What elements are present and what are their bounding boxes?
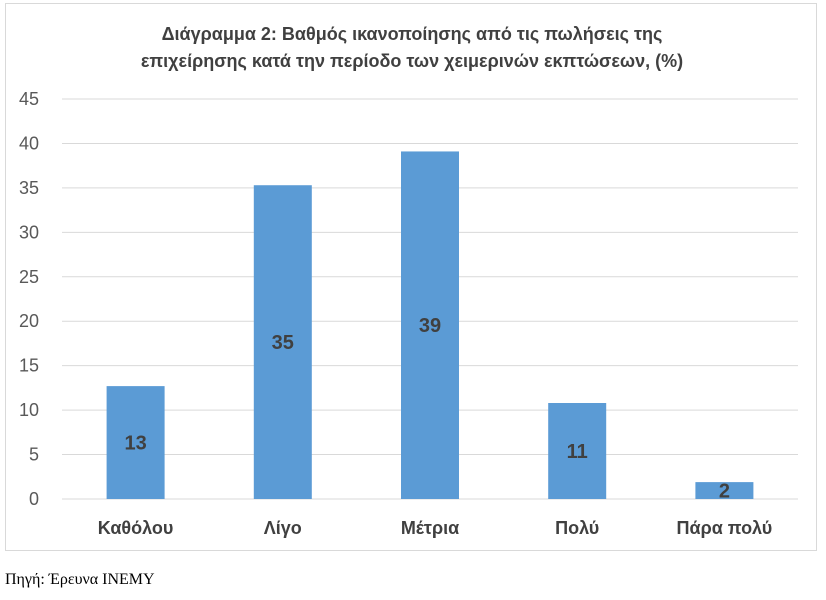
data-label: 2 xyxy=(719,481,730,503)
data-labels: 13 35 39 11 2 xyxy=(124,315,729,502)
y-tick-label: 20 xyxy=(19,311,39,331)
x-category-label: Μέτρια xyxy=(401,518,459,538)
bar-4 xyxy=(548,403,607,499)
chart-frame: Διάγραμμα 2: Βαθμός ικανοποίησης από τις… xyxy=(5,3,817,551)
y-tick-label: 45 xyxy=(19,89,39,109)
y-axis-ticks: 0 5 10 15 20 25 30 35 40 45 xyxy=(19,89,39,509)
y-tick-label: 30 xyxy=(19,222,39,242)
data-label: 13 xyxy=(124,433,146,455)
source-note: Πηγή: Έρευνα ΙΝΕΜΥ xyxy=(5,571,155,588)
y-tick-label: 25 xyxy=(19,267,39,287)
chart-title-line-1: Διάγραμμα 2: Βαθμός ικανοποίησης από τις… xyxy=(162,24,663,44)
y-tick-label: 35 xyxy=(19,178,39,198)
x-category-label: Καθόλου xyxy=(98,518,174,538)
bar-2 xyxy=(253,185,312,499)
chart-title: Διάγραμμα 2: Βαθμός ικανοποίησης από τις… xyxy=(141,24,683,71)
x-axis-categories: Καθόλου Λίγο Μέτρια Πολύ Πάρα πολύ xyxy=(98,518,773,538)
x-category-label: Πάρα πολύ xyxy=(677,518,773,538)
bar-3 xyxy=(401,151,459,499)
data-label: 11 xyxy=(567,441,588,463)
bar-5 xyxy=(695,482,754,499)
y-tick-label: 0 xyxy=(29,489,39,509)
y-tick-label: 10 xyxy=(19,400,39,420)
bar-chart: Διάγραμμα 2: Βαθμός ικανοποίησης από τις… xyxy=(19,24,798,538)
y-tick-label: 40 xyxy=(19,133,39,153)
x-category-label: Πολύ xyxy=(555,518,599,538)
data-label: 35 xyxy=(272,332,294,354)
y-tick-label: 5 xyxy=(29,445,39,465)
x-category-label: Λίγο xyxy=(264,518,302,538)
y-tick-label: 15 xyxy=(19,356,39,376)
chart-title-line-2: επιχείρησης κατά την περίοδο των χειμερι… xyxy=(141,51,683,71)
bars xyxy=(106,151,754,499)
bar-1 xyxy=(106,386,165,499)
data-label: 39 xyxy=(419,315,441,337)
